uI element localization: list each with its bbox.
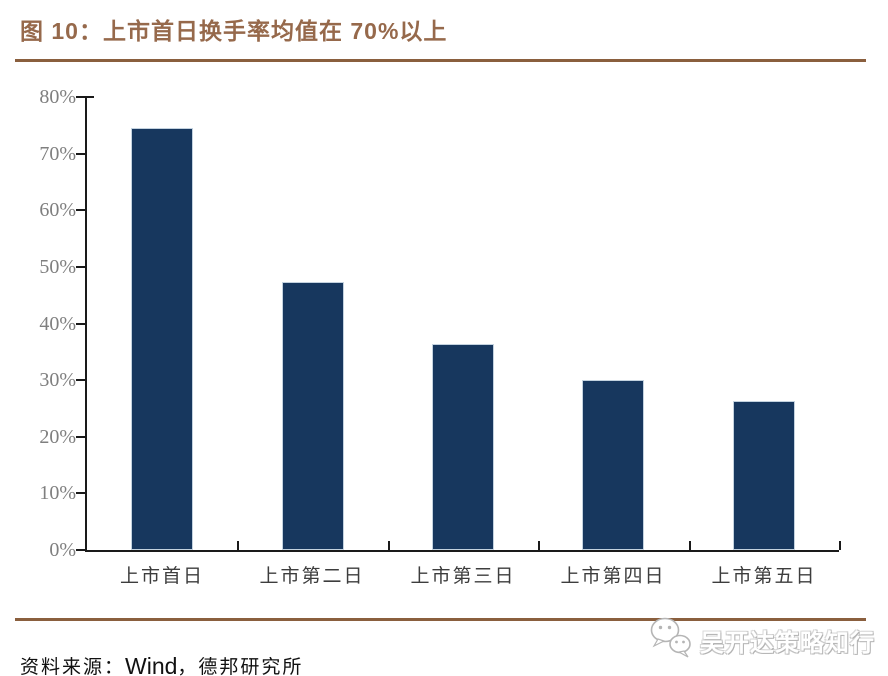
footer-divider xyxy=(15,618,866,621)
y-axis-label: 50% xyxy=(39,255,76,278)
x-axis-label: 上市首日 xyxy=(119,566,204,587)
y-axis xyxy=(85,96,87,552)
y-axis-label: 10% xyxy=(39,482,76,505)
y-axis-label: 70% xyxy=(39,142,76,165)
y-axis-tick xyxy=(76,549,85,551)
y-axis-tick xyxy=(76,96,85,98)
y-axis-top-cap xyxy=(87,96,94,98)
source-line: 资料来源：Wind，德邦研究所 xyxy=(20,652,303,676)
x-axis xyxy=(85,550,839,552)
y-axis-label: 20% xyxy=(39,425,76,448)
x-axis-tick xyxy=(689,541,691,550)
x-axis-tick xyxy=(388,541,390,550)
source-prefix: 资料来源： xyxy=(20,657,126,676)
x-axis-label: 上市第四日 xyxy=(560,566,666,587)
source-vendor: Wind xyxy=(125,653,178,676)
y-axis-label: 60% xyxy=(39,199,76,222)
y-axis-tick xyxy=(76,209,85,212)
x-axis-label: 上市第二日 xyxy=(259,566,365,587)
watermark-label: 吴开达策略知行 xyxy=(700,629,875,657)
wechat-bubbles-icon xyxy=(648,615,694,666)
watermark: 吴开达策略知行 xyxy=(648,612,878,668)
y-axis-tick xyxy=(76,435,85,438)
y-axis-label: 0% xyxy=(49,539,76,561)
bar xyxy=(582,380,644,550)
y-axis-label: 80% xyxy=(39,86,76,108)
x-axis-tick xyxy=(237,541,239,550)
source-suffix: ，德邦研究所 xyxy=(177,657,304,676)
figure-title: 图 10：上市首日换手率均值在 70%以上 xyxy=(20,18,448,44)
title-divider xyxy=(15,59,866,62)
y-axis-label: 40% xyxy=(39,312,76,335)
x-axis-label: 上市第五日 xyxy=(711,566,817,587)
y-axis-tick xyxy=(76,152,85,155)
bar xyxy=(733,401,795,550)
x-axis-tick xyxy=(538,541,540,550)
bar xyxy=(432,344,494,550)
y-axis-label: 30% xyxy=(39,369,76,392)
y-axis-tick xyxy=(76,379,85,382)
y-axis-tick xyxy=(76,265,85,268)
bar xyxy=(131,128,193,550)
y-axis-tick xyxy=(76,322,85,325)
x-axis-tick xyxy=(839,541,841,550)
y-axis-tick xyxy=(76,492,85,495)
bar xyxy=(282,282,344,550)
x-axis-label: 上市第三日 xyxy=(410,566,516,587)
